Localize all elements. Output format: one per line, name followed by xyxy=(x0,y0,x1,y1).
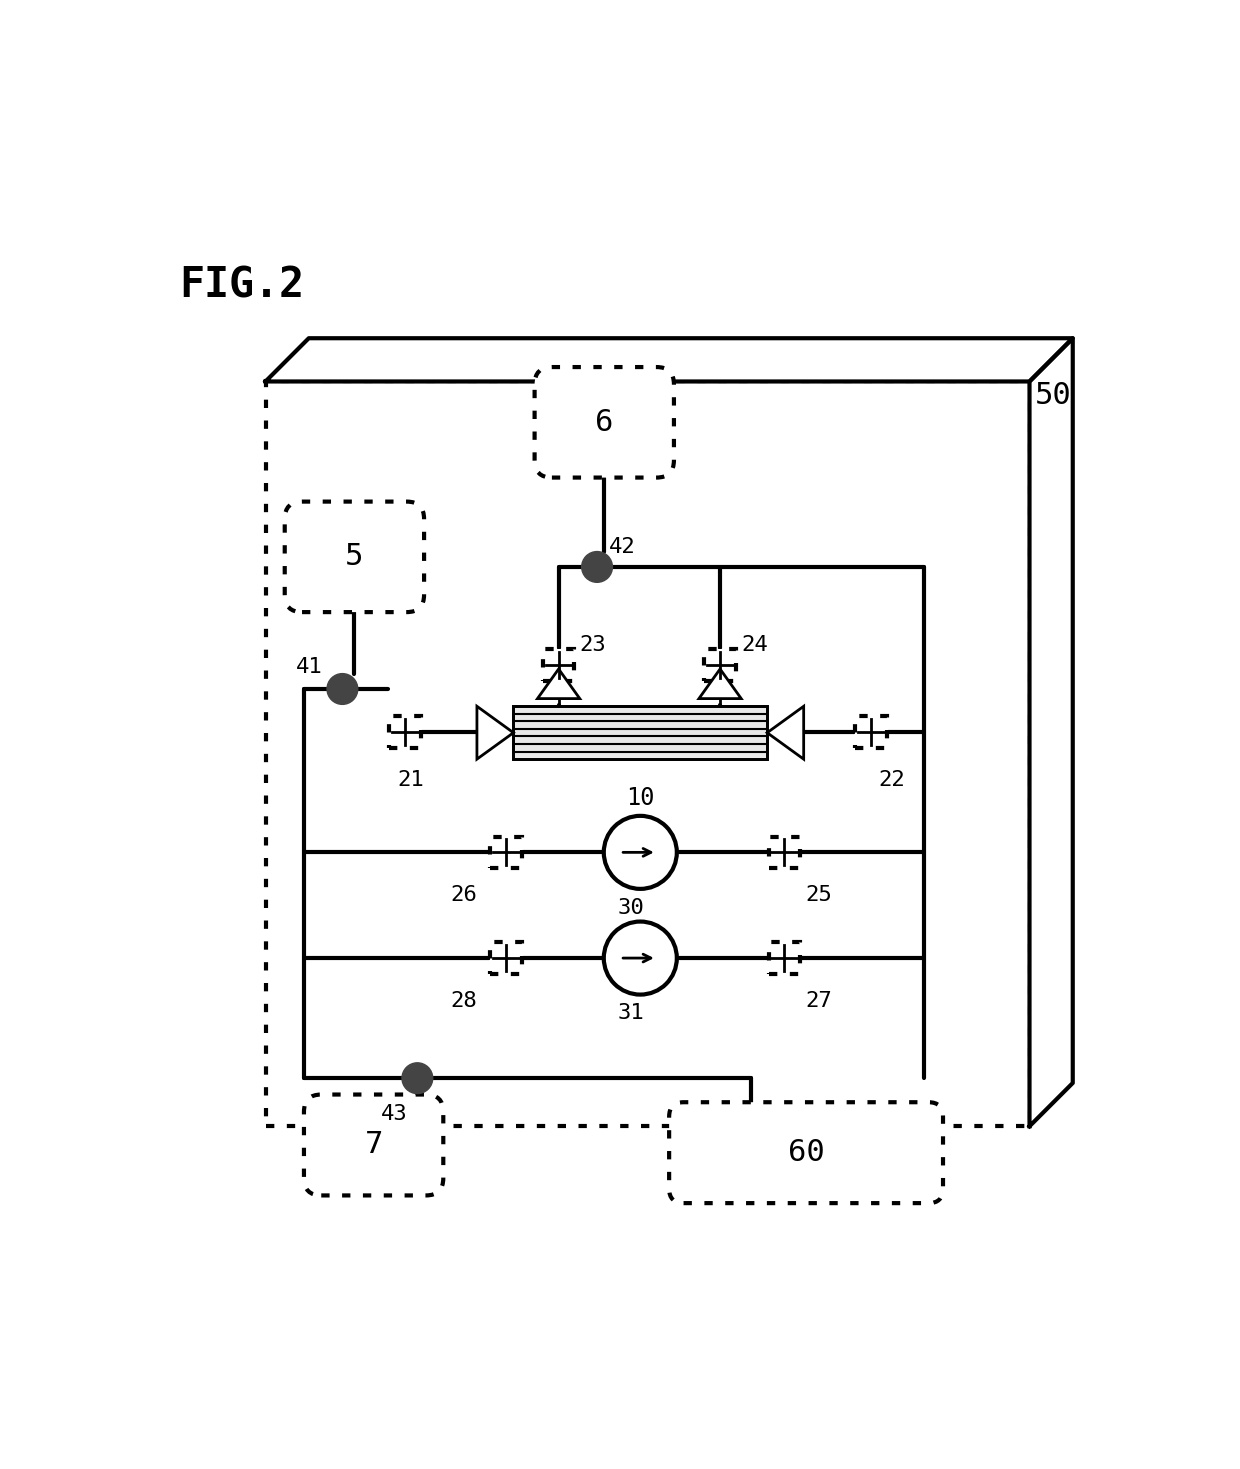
Circle shape xyxy=(604,921,677,995)
Bar xyxy=(856,717,887,748)
Text: 41: 41 xyxy=(296,658,322,677)
Bar xyxy=(513,707,768,759)
Text: 5: 5 xyxy=(345,542,363,571)
Circle shape xyxy=(402,1062,433,1093)
Bar xyxy=(543,649,574,680)
Text: 10: 10 xyxy=(626,786,655,809)
Text: 21: 21 xyxy=(397,770,424,790)
Polygon shape xyxy=(1029,338,1073,1127)
Text: 7: 7 xyxy=(365,1131,383,1159)
Bar xyxy=(704,649,735,680)
Text: 43: 43 xyxy=(381,1105,408,1124)
Text: 60: 60 xyxy=(787,1138,825,1168)
Polygon shape xyxy=(477,707,513,759)
Text: 27: 27 xyxy=(806,992,832,1011)
Text: 22: 22 xyxy=(879,770,905,790)
Text: 28: 28 xyxy=(450,992,476,1011)
Bar xyxy=(769,836,800,868)
Text: 31: 31 xyxy=(618,1003,644,1024)
Text: FIG.2: FIG.2 xyxy=(179,264,304,307)
Circle shape xyxy=(604,815,677,889)
Polygon shape xyxy=(265,338,1073,382)
Text: 25: 25 xyxy=(806,886,832,905)
Text: 42: 42 xyxy=(609,538,635,557)
FancyBboxPatch shape xyxy=(534,367,675,477)
Text: 26: 26 xyxy=(450,886,476,905)
Bar xyxy=(490,942,522,974)
Text: 23: 23 xyxy=(580,636,606,655)
Bar xyxy=(490,836,522,868)
Polygon shape xyxy=(699,668,742,699)
FancyBboxPatch shape xyxy=(304,1094,444,1196)
Text: 50: 50 xyxy=(1034,382,1071,410)
Text: 24: 24 xyxy=(742,636,768,655)
Bar xyxy=(769,942,800,974)
Circle shape xyxy=(582,551,613,582)
FancyBboxPatch shape xyxy=(670,1102,944,1203)
Text: 6: 6 xyxy=(595,408,614,436)
Text: 30: 30 xyxy=(618,898,644,918)
Bar xyxy=(513,707,768,759)
Polygon shape xyxy=(537,668,580,699)
Polygon shape xyxy=(768,707,804,759)
Bar xyxy=(389,717,420,748)
FancyBboxPatch shape xyxy=(285,501,424,613)
Circle shape xyxy=(327,674,358,704)
Bar xyxy=(265,382,1029,1127)
